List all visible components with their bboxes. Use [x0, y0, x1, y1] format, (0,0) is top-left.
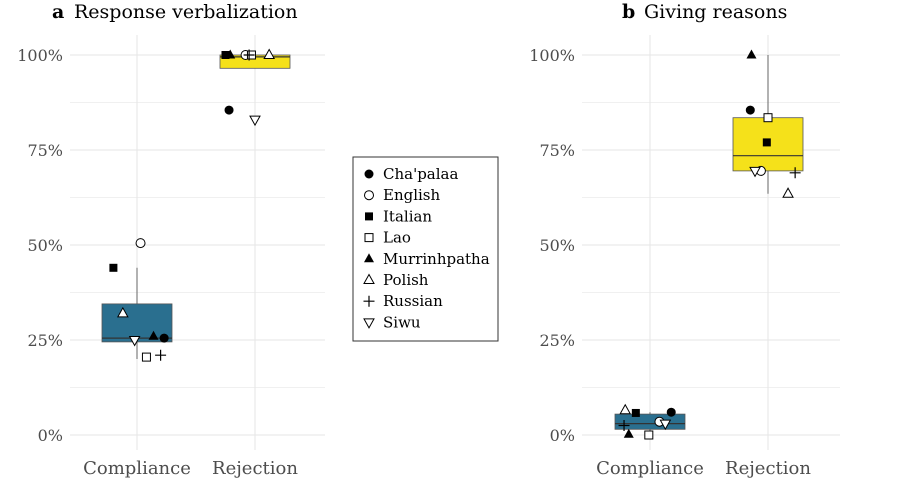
y-tick-label: 75% — [539, 141, 575, 160]
x-tick-label: Rejection — [725, 458, 811, 479]
y-tick-label: 0% — [550, 426, 575, 445]
panel-b: b Giving reasons 0% 25% 50% 75% 100% Complian… — [529, 1, 840, 479]
point-cha-palaa-compliance — [159, 333, 169, 343]
point-cha-palaa-compliance — [666, 407, 676, 417]
point-murrinhpatha-rejection — [746, 49, 757, 59]
x-tick-label: Rejection — [212, 458, 298, 479]
y-tick-label: 50% — [539, 236, 575, 255]
legend-item-english: English — [364, 186, 441, 204]
box-body — [614, 413, 686, 430]
legend-label: Murrinhpatha — [383, 250, 490, 268]
point-english-compliance — [135, 238, 146, 249]
legend-label: Italian — [383, 207, 432, 225]
y-tick-label: 0% — [38, 426, 63, 445]
x-tick-label: Compliance — [83, 458, 191, 479]
panel-a-letter: a — [52, 1, 64, 23]
legend-marker-open-down-triangle — [363, 318, 375, 329]
panel-a: a Response verbalization 0% 25% 50% 75% 100%… — [17, 1, 325, 479]
legend-label: Cha'palaa — [383, 165, 458, 183]
legend-label: Polish — [383, 271, 429, 289]
legend-item-cha-palaa: Cha'palaa — [364, 165, 458, 183]
y-tick-label: 75% — [27, 141, 63, 160]
box-body — [101, 303, 173, 343]
y-tick-label: 100% — [17, 46, 63, 65]
point-murrinhpatha-compliance — [148, 330, 159, 340]
point-polish-compliance — [619, 403, 632, 415]
legend-item-italian: Italian — [365, 207, 432, 225]
legend-marker-open-triangle — [363, 273, 375, 284]
legend: Cha'palaa English Italian Lao Murrinhpatha Po… — [352, 156, 499, 342]
point-siwu-compliance — [128, 336, 141, 347]
panel-b-letter: b — [622, 1, 635, 23]
point-cha-palaa-rejection — [224, 105, 234, 115]
legend-item-lao: Lao — [364, 229, 411, 247]
panel-b-title: Giving reasons — [644, 1, 787, 23]
legend-item-polish: Polish — [363, 271, 429, 289]
legend-label: Siwu — [383, 313, 421, 331]
legend-item-siwu: Siwu — [363, 313, 421, 331]
y-tick-label: 50% — [27, 236, 63, 255]
point-polish-rejection — [782, 187, 794, 198]
point-russian-compliance — [155, 349, 167, 361]
point-siwu-rejection — [249, 115, 261, 127]
legend-label: Russian — [383, 292, 443, 310]
gridlines — [70, 35, 325, 450]
point-italian-rejection — [221, 51, 230, 59]
legend-marker-filled-circle — [364, 169, 374, 179]
legend-marker-filled-square — [365, 212, 373, 221]
box-compliance — [101, 267, 173, 359]
legend-marker-open-square — [364, 233, 374, 243]
legend-item-russian: Russian — [363, 292, 443, 310]
point-murrinhpatha-rejection — [225, 49, 236, 59]
point-polish-rejection — [263, 48, 276, 59]
point-siwu-rejection — [749, 166, 761, 178]
y-tick-label: 100% — [529, 46, 575, 65]
point-russian-rejection — [789, 167, 801, 179]
gridlines — [582, 35, 840, 450]
y-tick-label: 25% — [27, 331, 63, 350]
point-murrinhpatha-compliance — [623, 428, 634, 438]
point-russian-rejection — [243, 49, 255, 61]
point-lao-compliance — [141, 352, 151, 362]
legend-label: English — [383, 186, 441, 204]
panel-a-title: Response verbalization — [74, 1, 298, 23]
legend-item-murrinhpatha: Murrinhpatha — [364, 250, 490, 268]
point-italian-rejection — [762, 138, 771, 147]
legend-marker-plus — [363, 295, 375, 307]
legend-marker-filled-triangle — [364, 253, 374, 263]
point-lao-rejection — [763, 113, 773, 123]
point-lao-compliance — [644, 430, 654, 440]
point-cha-palaa-rejection — [745, 105, 755, 115]
legend-box — [352, 156, 499, 342]
x-tick-label: Compliance — [596, 458, 704, 479]
y-tick-label: 25% — [539, 331, 575, 350]
legend-marker-open-circle — [364, 190, 374, 201]
point-italian-compliance — [631, 408, 640, 417]
point-polish-compliance — [116, 306, 129, 318]
point-italian-compliance — [109, 263, 118, 272]
point-siwu-compliance — [659, 419, 672, 431]
legend-label: Lao — [383, 229, 411, 247]
point-russian-compliance — [618, 420, 630, 431]
